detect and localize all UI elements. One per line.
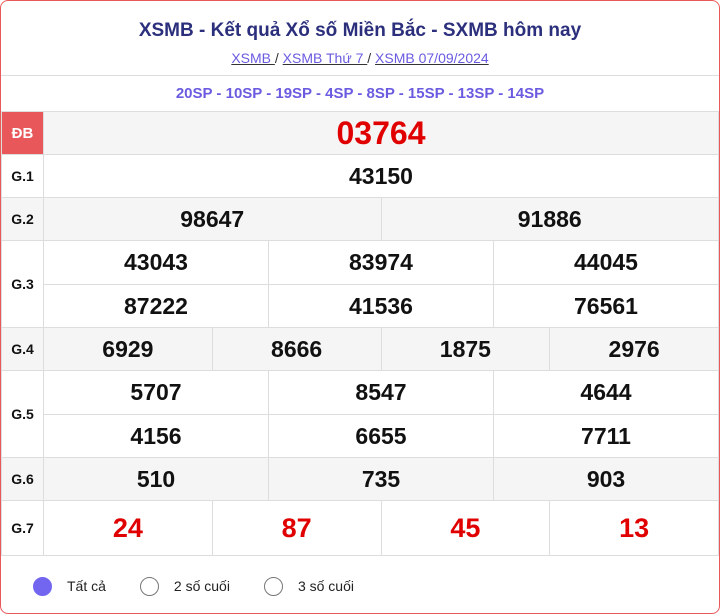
prize-label: G.1 — [1, 154, 44, 198]
prize-value: 87 — [211, 500, 382, 556]
prize-label: ĐB — [1, 111, 44, 155]
prize-value: 43150 — [43, 154, 719, 198]
radio-selected-icon[interactable] — [33, 576, 52, 596]
prize-label: G.7 — [1, 500, 44, 556]
breadcrumb: XSMB / XSMB Thứ 7 / XSMB 07/09/2024 — [1, 50, 719, 66]
prize-value: 03764 — [43, 111, 719, 155]
prize-row-g3: G.3 43043 87222 83974 41536 44045 76561 — [1, 240, 719, 328]
prize-cell: 43043 87222 — [43, 240, 269, 328]
prize-value: 2976 — [549, 327, 719, 371]
prize-value: 91886 — [380, 197, 719, 241]
prize-value: 83974 — [349, 249, 413, 275]
filter-label: Tất cả — [67, 578, 106, 594]
filter-last-2[interactable]: 2 số cuối — [139, 576, 230, 596]
prize-value: 41536 — [269, 284, 493, 327]
prize-value: 7711 — [494, 414, 718, 457]
breadcrumb-separator: / — [367, 50, 372, 66]
breadcrumb-separator: / — [274, 50, 279, 66]
prize-cell: 5707 4156 — [43, 370, 269, 458]
results-table: ĐB 03764 G.1 43150 G.2 98647 91886 G.3 4… — [1, 111, 719, 556]
radio-icon[interactable] — [263, 576, 283, 596]
breadcrumb-xsmb-thu-7[interactable]: XSMB Thứ 7 — [282, 50, 368, 66]
prize-value: 6655 — [269, 414, 493, 457]
prize-label: G.4 — [1, 327, 44, 371]
header: XSMB - Kết quả Xổ số Miền Bắc - SXMB hôm… — [1, 1, 719, 76]
filter-all[interactable]: Tất cả — [33, 576, 106, 596]
prize-value: 903 — [493, 457, 719, 501]
prize-value: 6929 — [43, 327, 213, 371]
filter-label: 3 số cuối — [297, 578, 354, 594]
prize-row-g1: G.1 43150 — [1, 154, 719, 198]
page-title: XSMB - Kết quả Xổ số Miền Bắc - SXMB hôm… — [138, 20, 582, 41]
prize-cell: 4644 7711 — [493, 370, 719, 458]
prize-value: 87222 — [44, 284, 268, 327]
breadcrumb-xsmb[interactable]: XSMB — [231, 50, 275, 66]
prize-value: 4644 — [580, 379, 632, 405]
prize-label: G.2 — [1, 197, 44, 241]
radio-icon[interactable] — [139, 576, 159, 596]
prize-value: 43043 — [124, 249, 188, 275]
prize-value: 45 — [380, 500, 551, 556]
prize-row-g4: G.4 6929 8666 1875 2976 — [1, 327, 719, 371]
prize-row-db: ĐB 03764 — [1, 111, 719, 155]
prize-label: G.5 — [1, 370, 44, 458]
prize-value: 44045 — [574, 249, 638, 275]
prize-cell: 44045 76561 — [493, 240, 719, 328]
prize-value: 5707 — [130, 379, 182, 405]
prize-value: 1875 — [380, 327, 551, 371]
prize-value: 76561 — [494, 284, 718, 327]
prize-value: 8666 — [211, 327, 382, 371]
prize-row-g7: G.7 24 87 45 13 — [1, 500, 719, 556]
prize-value: 8547 — [355, 379, 407, 405]
prize-value: 13 — [549, 500, 719, 556]
prize-label: G.6 — [1, 457, 44, 501]
digit-filter: Tất cả 2 số cuối 3 số cuối — [1, 556, 719, 613]
prize-value: 510 — [43, 457, 269, 501]
prize-row-g6: G.6 510 735 903 — [1, 457, 719, 501]
filter-last-3[interactable]: 3 số cuối — [263, 576, 354, 596]
prize-row-g2: G.2 98647 91886 — [1, 197, 719, 241]
prize-cell: 83974 41536 — [268, 240, 494, 328]
prize-cell: 8547 6655 — [268, 370, 494, 458]
prize-value: 4156 — [44, 414, 268, 457]
prize-value: 735 — [268, 457, 494, 501]
prize-label: G.3 — [1, 240, 44, 328]
special-codes: 20SP - 10SP - 19SP - 4SP - 8SP - 15SP - … — [175, 85, 545, 102]
prize-row-g5: G.5 5707 4156 8547 6655 4644 7711 — [1, 370, 719, 458]
prize-value: 98647 — [43, 197, 382, 241]
breadcrumb-xsmb-date[interactable]: XSMB 07/09/2024 — [375, 50, 489, 66]
prize-value: 24 — [43, 500, 213, 556]
filter-label: 2 số cuối — [173, 578, 230, 594]
